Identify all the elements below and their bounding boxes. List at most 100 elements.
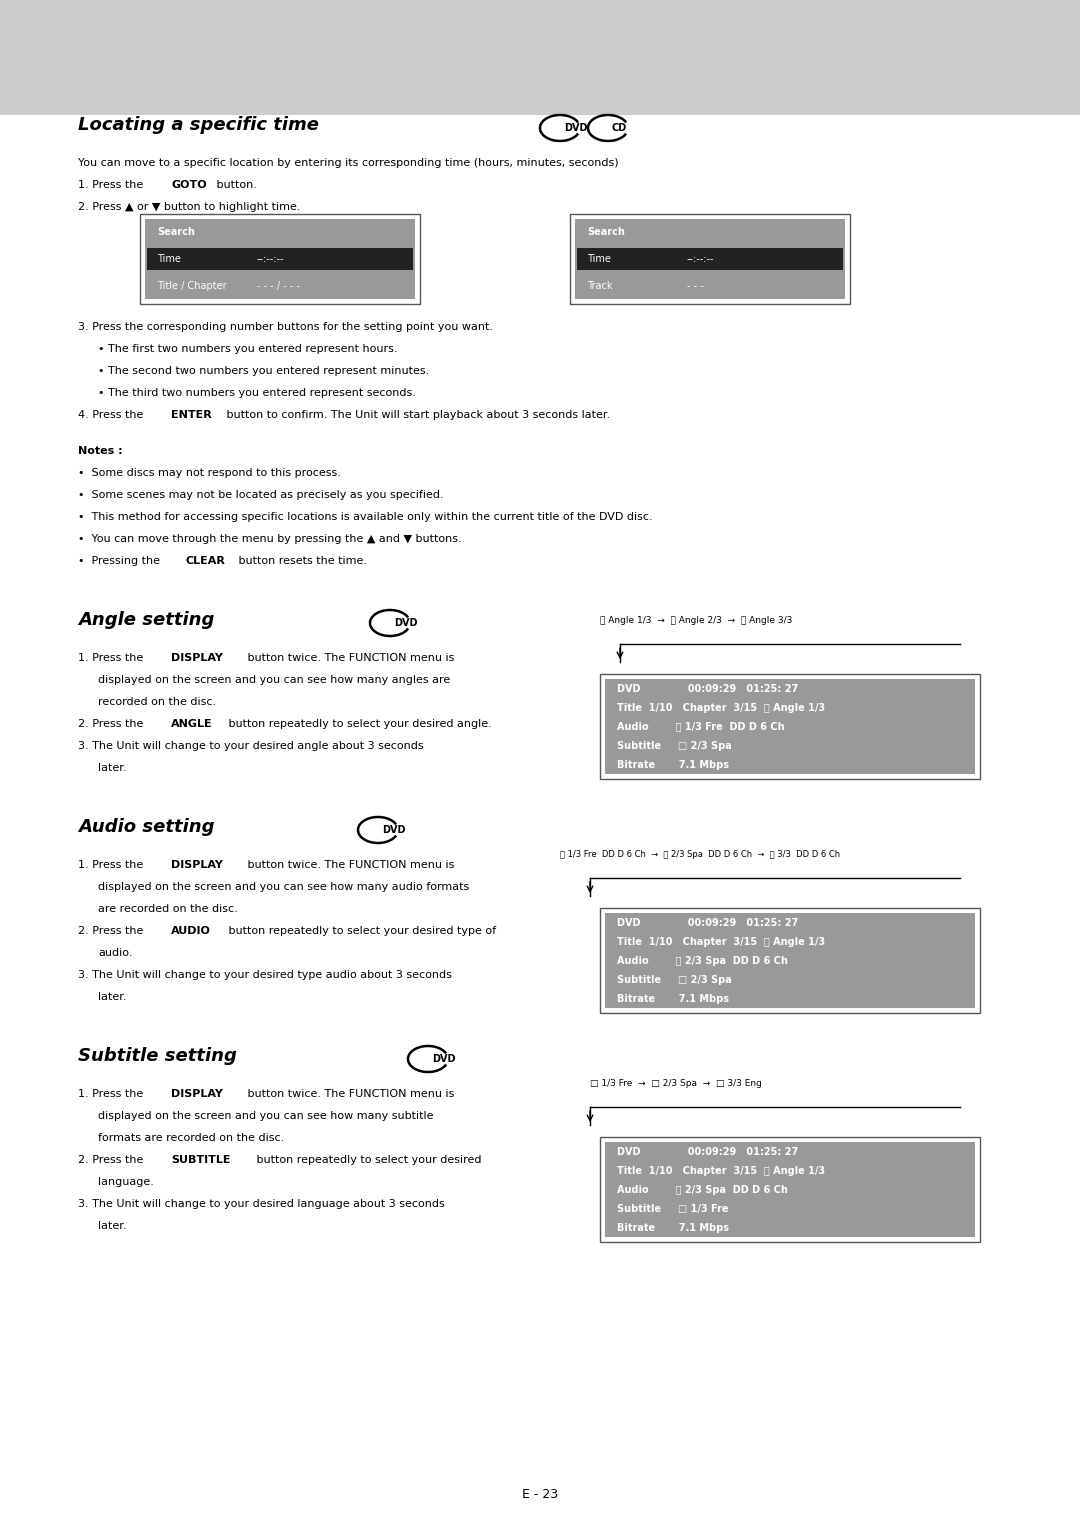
Text: 2. Press the: 2. Press the <box>78 926 147 935</box>
Text: AUDIO: AUDIO <box>171 926 211 935</box>
Text: Angle setting: Angle setting <box>78 610 214 629</box>
Text: 2. Press the: 2. Press the <box>78 1155 147 1164</box>
FancyBboxPatch shape <box>575 220 845 299</box>
Text: 2. Press ▲ or ▼ button to highlight time.: 2. Press ▲ or ▼ button to highlight time… <box>78 201 300 212</box>
Text: Audio        🔊 1/3 Fre  DD D 6 Ch: Audio 🔊 1/3 Fre DD D 6 Ch <box>617 722 785 731</box>
Text: 3. The Unit will change to your desired language about 3 seconds: 3. The Unit will change to your desired … <box>78 1199 445 1209</box>
FancyBboxPatch shape <box>0 0 1080 114</box>
Text: Bitrate       7.1 Mbps: Bitrate 7.1 Mbps <box>617 993 729 1004</box>
Text: DVD              00:09:29   01:25: 27: DVD 00:09:29 01:25: 27 <box>617 917 798 928</box>
Text: GOTO: GOTO <box>171 180 206 191</box>
Text: • The second two numbers you entered represent minutes.: • The second two numbers you entered rep… <box>98 366 429 375</box>
Text: later.: later. <box>98 1221 126 1231</box>
Text: 1. Press the: 1. Press the <box>78 1090 147 1099</box>
Text: 1. Press the: 1. Press the <box>78 180 147 191</box>
FancyBboxPatch shape <box>600 908 980 1013</box>
Text: DVD: DVD <box>564 124 588 133</box>
Text: •  Some scenes may not be located as precisely as you specified.: • Some scenes may not be located as prec… <box>78 490 444 501</box>
Text: ENTER: ENTER <box>171 410 212 420</box>
Text: DISPLAY: DISPLAY <box>171 861 222 870</box>
Text: button resets the time.: button resets the time. <box>235 555 367 566</box>
Text: DVD: DVD <box>382 826 405 835</box>
Text: button twice. The FUNCTION menu is: button twice. The FUNCTION menu is <box>244 861 455 870</box>
Text: Audio setting: Audio setting <box>78 818 215 836</box>
Text: 3. Press the corresponding number buttons for the setting point you want.: 3. Press the corresponding number button… <box>78 322 492 333</box>
Text: □ 1/3 Fre  →  □ 2/3 Spa  →  □ 3/3 Eng: □ 1/3 Fre → □ 2/3 Spa → □ 3/3 Eng <box>590 1079 761 1088</box>
Text: button.: button. <box>213 180 257 191</box>
Text: You can move to a specific location by entering its corresponding time (hours, m: You can move to a specific location by e… <box>78 159 619 168</box>
Text: 1. Press the: 1. Press the <box>78 653 147 662</box>
Text: • The third two numbers you entered represent seconds.: • The third two numbers you entered repr… <box>98 388 416 398</box>
Text: button repeatedly to select your desired angle.: button repeatedly to select your desired… <box>225 719 491 729</box>
FancyBboxPatch shape <box>605 679 975 774</box>
Text: 🔊 1/3 Fre  DD D 6 Ch  →  🔊 2/3 Spa  DD D 6 Ch  →  🔊 3/3  DD D 6 Ch: 🔊 1/3 Fre DD D 6 Ch → 🔊 2/3 Spa DD D 6 C… <box>561 850 840 859</box>
Text: button twice. The FUNCTION menu is: button twice. The FUNCTION menu is <box>244 1090 455 1099</box>
Text: DVD              00:09:29   01:25: 27: DVD 00:09:29 01:25: 27 <box>617 1146 798 1157</box>
Text: Search: Search <box>588 227 625 238</box>
Text: 3. The Unit will change to your desired type audio about 3 seconds: 3. The Unit will change to your desired … <box>78 971 451 980</box>
Text: •  Pressing the: • Pressing the <box>78 555 163 566</box>
Text: displayed on the screen and you can see how many subtitle: displayed on the screen and you can see … <box>98 1111 433 1122</box>
Text: language.: language. <box>98 1177 153 1187</box>
Text: Subtitle     □ 1/3 Fre: Subtitle □ 1/3 Fre <box>617 1204 729 1213</box>
Text: Subtitle     □ 2/3 Spa: Subtitle □ 2/3 Spa <box>617 740 732 751</box>
Text: Subtitle setting: Subtitle setting <box>78 1047 237 1065</box>
FancyBboxPatch shape <box>600 1137 980 1242</box>
Text: formats are recorded on the disc.: formats are recorded on the disc. <box>98 1132 284 1143</box>
Text: 4. Press the: 4. Press the <box>78 410 147 420</box>
Text: CLEAR: CLEAR <box>185 555 225 566</box>
Text: button to confirm. The Unit will start playback about 3 seconds later.: button to confirm. The Unit will start p… <box>222 410 610 420</box>
Text: E - 23: E - 23 <box>522 1488 558 1502</box>
Text: DVD: DVD <box>394 618 418 629</box>
Text: later.: later. <box>98 763 126 774</box>
Text: Subtitle     □ 2/3 Spa: Subtitle □ 2/3 Spa <box>617 975 732 984</box>
FancyBboxPatch shape <box>147 247 413 270</box>
Text: SUBTITLE: SUBTITLE <box>171 1155 230 1164</box>
Text: •  Some discs may not respond to this process.: • Some discs may not respond to this pro… <box>78 468 341 478</box>
Text: displayed on the screen and you can see how many audio formats: displayed on the screen and you can see … <box>98 882 469 893</box>
Text: 3. The Unit will change to your desired angle about 3 seconds: 3. The Unit will change to your desired … <box>78 742 423 751</box>
Text: later.: later. <box>98 992 126 1003</box>
FancyBboxPatch shape <box>605 1141 975 1238</box>
Text: recorded on the disc.: recorded on the disc. <box>98 697 216 707</box>
FancyBboxPatch shape <box>577 247 843 270</box>
Text: displayed on the screen and you can see how many angles are: displayed on the screen and you can see … <box>98 674 450 685</box>
FancyBboxPatch shape <box>570 214 850 304</box>
Text: --:--:--: --:--:-- <box>257 253 284 264</box>
Text: • The first two numbers you entered represent hours.: • The first two numbers you entered repr… <box>98 343 397 354</box>
Text: button twice. The FUNCTION menu is: button twice. The FUNCTION menu is <box>244 653 455 662</box>
Text: DISPLAY: DISPLAY <box>171 1090 222 1099</box>
Text: Bitrate       7.1 Mbps: Bitrate 7.1 Mbps <box>617 760 729 769</box>
Text: Audio        🔊 2/3 Spa  DD D 6 Ch: Audio 🔊 2/3 Spa DD D 6 Ch <box>617 955 788 966</box>
Text: 1. Press the: 1. Press the <box>78 861 147 870</box>
Text: Locating a specific time: Locating a specific time <box>78 116 319 134</box>
Text: 2. Press the: 2. Press the <box>78 719 147 729</box>
Text: Bitrate       7.1 Mbps: Bitrate 7.1 Mbps <box>617 1222 729 1233</box>
FancyBboxPatch shape <box>145 220 415 299</box>
Text: CD: CD <box>612 124 627 133</box>
Text: ⎙ Angle 1/3  →  ⎙ Angle 2/3  →  ⎙ Angle 3/3: ⎙ Angle 1/3 → ⎙ Angle 2/3 → ⎙ Angle 3/3 <box>600 617 793 626</box>
Text: Notes :: Notes : <box>78 446 123 456</box>
Text: button repeatedly to select your desired type of: button repeatedly to select your desired… <box>225 926 496 935</box>
Text: ANGLE: ANGLE <box>171 719 213 729</box>
Text: --:--:--: --:--:-- <box>687 253 715 264</box>
Text: DVD              00:09:29   01:25: 27: DVD 00:09:29 01:25: 27 <box>617 684 798 693</box>
Text: DISPLAY: DISPLAY <box>171 653 222 662</box>
Text: •  This method for accessing specific locations is available only within the cur: • This method for accessing specific loc… <box>78 513 652 522</box>
FancyBboxPatch shape <box>600 674 980 778</box>
Text: audio.: audio. <box>98 948 133 958</box>
FancyBboxPatch shape <box>140 214 420 304</box>
Text: Track: Track <box>588 281 612 290</box>
Text: Audio        🔊 2/3 Spa  DD D 6 Ch: Audio 🔊 2/3 Spa DD D 6 Ch <box>617 1184 788 1195</box>
Text: Search: Search <box>157 227 194 238</box>
Text: - - -: - - - <box>687 281 704 290</box>
Text: Title  1/10   Chapter  3/15  ⎙ Angle 1/3: Title 1/10 Chapter 3/15 ⎙ Angle 1/3 <box>617 702 825 713</box>
Text: Title  1/10   Chapter  3/15  ⎙ Angle 1/3: Title 1/10 Chapter 3/15 ⎙ Angle 1/3 <box>617 1166 825 1175</box>
FancyBboxPatch shape <box>605 913 975 1009</box>
Text: •  You can move through the menu by pressing the ▲ and ▼ buttons.: • You can move through the menu by press… <box>78 534 461 543</box>
Text: - - - / - - -: - - - / - - - <box>257 281 300 290</box>
Text: Title / Chapter: Title / Chapter <box>157 281 227 290</box>
Text: are recorded on the disc.: are recorded on the disc. <box>98 903 238 914</box>
Text: button repeatedly to select your desired: button repeatedly to select your desired <box>253 1155 482 1164</box>
Text: Title  1/10   Chapter  3/15  ⎙ Angle 1/3: Title 1/10 Chapter 3/15 ⎙ Angle 1/3 <box>617 937 825 946</box>
